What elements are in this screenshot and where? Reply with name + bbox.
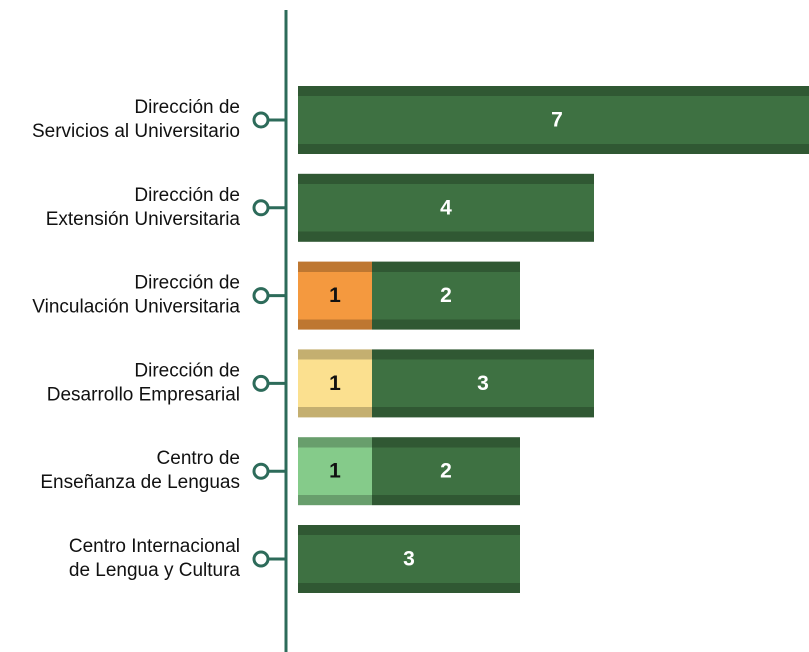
- value-label: 1: [329, 460, 341, 483]
- category-label: Dirección de: [134, 360, 240, 381]
- bar-segment: [298, 261, 372, 330]
- marker-dot: [252, 287, 270, 305]
- category-label: Dirección de: [134, 97, 240, 118]
- bar-segment: [372, 261, 520, 330]
- bar-segment: [298, 173, 594, 242]
- marker-dot: [252, 374, 270, 392]
- value-label: 7: [551, 109, 563, 132]
- bar-segment: [298, 525, 520, 593]
- category-label: Centro Internacional: [69, 536, 240, 557]
- category-label: Enseñanza de Lenguas: [40, 472, 240, 493]
- category-label: Dirección de: [134, 273, 240, 294]
- bar-segment: [298, 86, 809, 154]
- value-label: 2: [440, 460, 452, 483]
- category-label: de Lengua y Cultura: [69, 560, 241, 581]
- value-label: 2: [440, 284, 452, 307]
- category-label: Servicios al Universitario: [32, 121, 240, 142]
- category-label: Desarrollo Empresarial: [47, 384, 240, 405]
- value-label: 3: [477, 372, 489, 395]
- bar-segment: [372, 437, 520, 506]
- category-label: Centro de: [157, 448, 240, 469]
- value-label: 4: [440, 196, 452, 219]
- category-label: Dirección de: [134, 185, 240, 206]
- category-label: Vinculación Universitaria: [32, 297, 240, 318]
- marker-dot: [252, 111, 270, 129]
- bar-segment: [298, 349, 372, 418]
- value-label: 1: [329, 284, 341, 307]
- category-label: Extensión Universitaria: [46, 209, 241, 230]
- value-label: 3: [403, 548, 415, 571]
- bar-segment: [298, 437, 372, 506]
- marker-dot: [252, 462, 270, 480]
- marker-dot: [252, 199, 270, 217]
- marker-dot: [252, 550, 270, 568]
- bar-segment: [372, 349, 594, 418]
- value-label: 1: [329, 372, 341, 395]
